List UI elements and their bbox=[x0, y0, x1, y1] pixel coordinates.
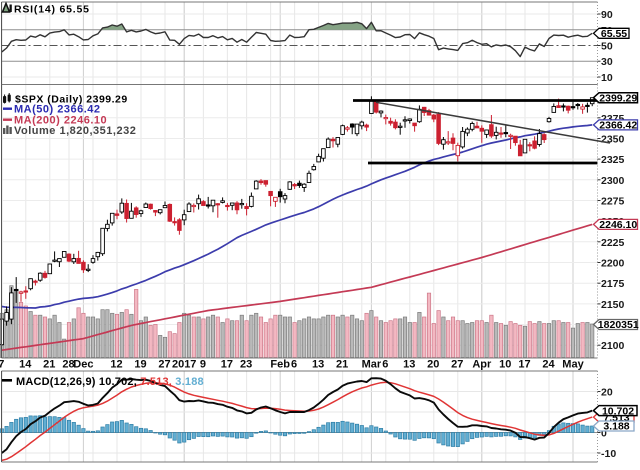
svg-text:RSI(14) 65.55: RSI(14) 65.55 bbox=[14, 4, 90, 16]
svg-text:2325: 2325 bbox=[601, 154, 625, 166]
svg-text:6: 6 bbox=[291, 359, 297, 371]
svg-text:2150: 2150 bbox=[601, 299, 625, 311]
svg-text:2300: 2300 bbox=[601, 175, 625, 187]
svg-text:90: 90 bbox=[601, 9, 613, 21]
svg-text:-10: -10 bbox=[601, 448, 616, 460]
svg-text:19: 19 bbox=[134, 359, 146, 371]
svg-text:10: 10 bbox=[499, 359, 511, 371]
svg-text:Dec: Dec bbox=[73, 359, 93, 371]
svg-text:May: May bbox=[562, 359, 584, 371]
svg-text:2200: 2200 bbox=[601, 258, 625, 270]
svg-text:2399.29: 2399.29 bbox=[599, 92, 637, 104]
svg-text:2225: 2225 bbox=[601, 237, 625, 249]
svg-text:2366.42: 2366.42 bbox=[599, 120, 637, 132]
svg-text:Mar: Mar bbox=[362, 359, 382, 371]
svg-text:23: 23 bbox=[240, 359, 252, 371]
svg-text:17: 17 bbox=[221, 359, 233, 371]
svg-text:2275: 2275 bbox=[601, 196, 625, 208]
svg-text:1820351: 1820351 bbox=[598, 319, 639, 331]
svg-text:21: 21 bbox=[43, 359, 55, 371]
svg-text:10: 10 bbox=[601, 72, 613, 84]
svg-text:20: 20 bbox=[601, 387, 613, 399]
svg-text:13: 13 bbox=[312, 359, 324, 371]
svg-text:9: 9 bbox=[200, 359, 206, 371]
svg-text:Feb: Feb bbox=[270, 359, 290, 371]
svg-text:2100: 2100 bbox=[601, 340, 625, 352]
svg-text:30: 30 bbox=[601, 56, 613, 68]
svg-text:10.702: 10.702 bbox=[602, 405, 634, 417]
svg-text:24: 24 bbox=[542, 359, 555, 371]
svg-text:MACD(12,26,9) 10.702, 7.513, 3: MACD(12,26,9) 10.702, 7.513, 3.188 bbox=[16, 376, 204, 388]
svg-text:2350: 2350 bbox=[601, 134, 625, 146]
svg-text:12: 12 bbox=[110, 359, 122, 371]
svg-text:3.188: 3.188 bbox=[603, 421, 629, 433]
svg-text:65.55: 65.55 bbox=[601, 28, 627, 40]
svg-text:7: 7 bbox=[0, 359, 4, 371]
svg-text:27: 27 bbox=[451, 359, 463, 371]
svg-text:2175: 2175 bbox=[601, 278, 625, 290]
svg-text:13: 13 bbox=[403, 359, 415, 371]
svg-text:14: 14 bbox=[19, 359, 32, 371]
svg-text:2246.10: 2246.10 bbox=[599, 219, 637, 231]
svg-text:27: 27 bbox=[158, 359, 170, 371]
svg-text:20: 20 bbox=[427, 359, 439, 371]
svg-text:50: 50 bbox=[601, 41, 613, 53]
svg-text:6: 6 bbox=[382, 359, 388, 371]
svg-text:17: 17 bbox=[518, 359, 530, 371]
svg-text:2017: 2017 bbox=[172, 359, 196, 371]
svg-text:Apr: Apr bbox=[472, 359, 492, 371]
svg-text:21: 21 bbox=[336, 359, 348, 371]
svg-text:Volume 1,820,351,232: Volume 1,820,351,232 bbox=[14, 125, 136, 137]
